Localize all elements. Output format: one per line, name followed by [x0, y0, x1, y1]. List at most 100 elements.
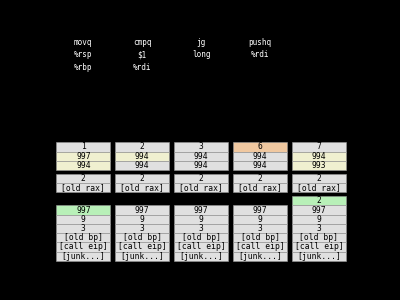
- FancyBboxPatch shape: [115, 183, 169, 192]
- FancyBboxPatch shape: [115, 242, 169, 252]
- FancyBboxPatch shape: [292, 161, 346, 170]
- FancyBboxPatch shape: [174, 142, 228, 152]
- Text: 994: 994: [135, 161, 150, 170]
- FancyBboxPatch shape: [292, 142, 346, 152]
- Text: [old rax]: [old rax]: [238, 183, 282, 192]
- FancyBboxPatch shape: [56, 214, 110, 224]
- FancyBboxPatch shape: [115, 233, 169, 242]
- FancyBboxPatch shape: [115, 152, 169, 161]
- Text: 2: 2: [81, 174, 86, 183]
- FancyBboxPatch shape: [174, 152, 228, 161]
- Text: pushq
%rdi: pushq %rdi: [248, 38, 272, 59]
- FancyBboxPatch shape: [56, 206, 110, 214]
- Text: [old bp]: [old bp]: [300, 233, 338, 242]
- FancyBboxPatch shape: [56, 142, 110, 152]
- FancyBboxPatch shape: [233, 214, 287, 224]
- FancyBboxPatch shape: [233, 252, 287, 261]
- FancyBboxPatch shape: [115, 224, 169, 233]
- FancyBboxPatch shape: [115, 206, 169, 214]
- FancyBboxPatch shape: [115, 142, 169, 152]
- FancyBboxPatch shape: [174, 233, 228, 242]
- Text: [junk...]: [junk...]: [179, 252, 223, 261]
- Text: [call eip]: [call eip]: [59, 242, 108, 251]
- Text: 3: 3: [140, 224, 145, 233]
- Text: 2: 2: [316, 196, 321, 205]
- Text: [call eip]: [call eip]: [294, 242, 343, 251]
- Text: 7: 7: [316, 142, 321, 152]
- Text: 2: 2: [199, 174, 204, 183]
- FancyBboxPatch shape: [56, 183, 110, 192]
- FancyBboxPatch shape: [174, 242, 228, 252]
- Text: 997: 997: [312, 206, 326, 214]
- FancyBboxPatch shape: [233, 142, 287, 152]
- FancyBboxPatch shape: [115, 214, 169, 224]
- FancyBboxPatch shape: [56, 152, 110, 161]
- Text: [old bp]: [old bp]: [64, 233, 103, 242]
- Text: [old rax]: [old rax]: [120, 183, 164, 192]
- FancyBboxPatch shape: [233, 161, 287, 170]
- Text: [old rax]: [old rax]: [61, 183, 105, 192]
- Text: cmpq
$1
%rdi: cmpq $1 %rdi: [133, 38, 152, 71]
- Text: [junk...]: [junk...]: [297, 252, 341, 261]
- FancyBboxPatch shape: [233, 174, 287, 183]
- Text: 3: 3: [258, 224, 262, 233]
- FancyBboxPatch shape: [233, 183, 287, 192]
- Text: [junk...]: [junk...]: [120, 252, 164, 261]
- Text: [old rax]: [old rax]: [179, 183, 223, 192]
- FancyBboxPatch shape: [56, 242, 110, 252]
- Text: 9: 9: [81, 215, 86, 224]
- FancyBboxPatch shape: [56, 161, 110, 170]
- FancyBboxPatch shape: [233, 206, 287, 214]
- Text: 2: 2: [140, 174, 145, 183]
- FancyBboxPatch shape: [174, 214, 228, 224]
- Text: 994: 994: [135, 152, 150, 160]
- Text: 3: 3: [316, 224, 321, 233]
- Text: 3: 3: [81, 224, 86, 233]
- FancyBboxPatch shape: [174, 252, 228, 261]
- FancyBboxPatch shape: [56, 224, 110, 233]
- FancyBboxPatch shape: [56, 233, 110, 242]
- FancyBboxPatch shape: [233, 224, 287, 233]
- Text: [call eip]: [call eip]: [236, 242, 284, 251]
- FancyBboxPatch shape: [292, 224, 346, 233]
- Text: 2: 2: [258, 174, 262, 183]
- Text: 994: 994: [76, 161, 91, 170]
- FancyBboxPatch shape: [174, 161, 228, 170]
- FancyBboxPatch shape: [233, 233, 287, 242]
- Text: 9: 9: [199, 215, 204, 224]
- Text: 994: 994: [253, 161, 267, 170]
- Text: 994: 994: [312, 152, 326, 160]
- Text: 997: 997: [76, 152, 91, 160]
- Text: 997: 997: [76, 206, 91, 214]
- Text: 6: 6: [258, 142, 262, 152]
- FancyBboxPatch shape: [292, 152, 346, 161]
- Text: [call eip]: [call eip]: [177, 242, 226, 251]
- FancyBboxPatch shape: [292, 242, 346, 252]
- FancyBboxPatch shape: [292, 196, 346, 206]
- FancyBboxPatch shape: [233, 152, 287, 161]
- Text: 9: 9: [258, 215, 262, 224]
- FancyBboxPatch shape: [115, 174, 169, 183]
- Text: 9: 9: [316, 215, 321, 224]
- Text: 994: 994: [194, 161, 208, 170]
- Text: jg
long: jg long: [192, 38, 210, 59]
- Text: 993: 993: [312, 161, 326, 170]
- Text: 2: 2: [316, 174, 321, 183]
- FancyBboxPatch shape: [292, 214, 346, 224]
- Text: 994: 994: [253, 152, 267, 160]
- Text: [old rax]: [old rax]: [297, 183, 341, 192]
- FancyBboxPatch shape: [292, 206, 346, 214]
- Text: [junk...]: [junk...]: [61, 252, 105, 261]
- Text: [old bp]: [old bp]: [123, 233, 162, 242]
- Text: 9: 9: [140, 215, 145, 224]
- FancyBboxPatch shape: [292, 174, 346, 183]
- FancyBboxPatch shape: [292, 233, 346, 242]
- Text: [old bp]: [old bp]: [240, 233, 280, 242]
- FancyBboxPatch shape: [174, 174, 228, 183]
- FancyBboxPatch shape: [174, 183, 228, 192]
- FancyBboxPatch shape: [115, 161, 169, 170]
- Text: 994: 994: [194, 152, 208, 160]
- Text: 997: 997: [135, 206, 150, 214]
- FancyBboxPatch shape: [292, 252, 346, 261]
- Text: [old bp]: [old bp]: [182, 233, 221, 242]
